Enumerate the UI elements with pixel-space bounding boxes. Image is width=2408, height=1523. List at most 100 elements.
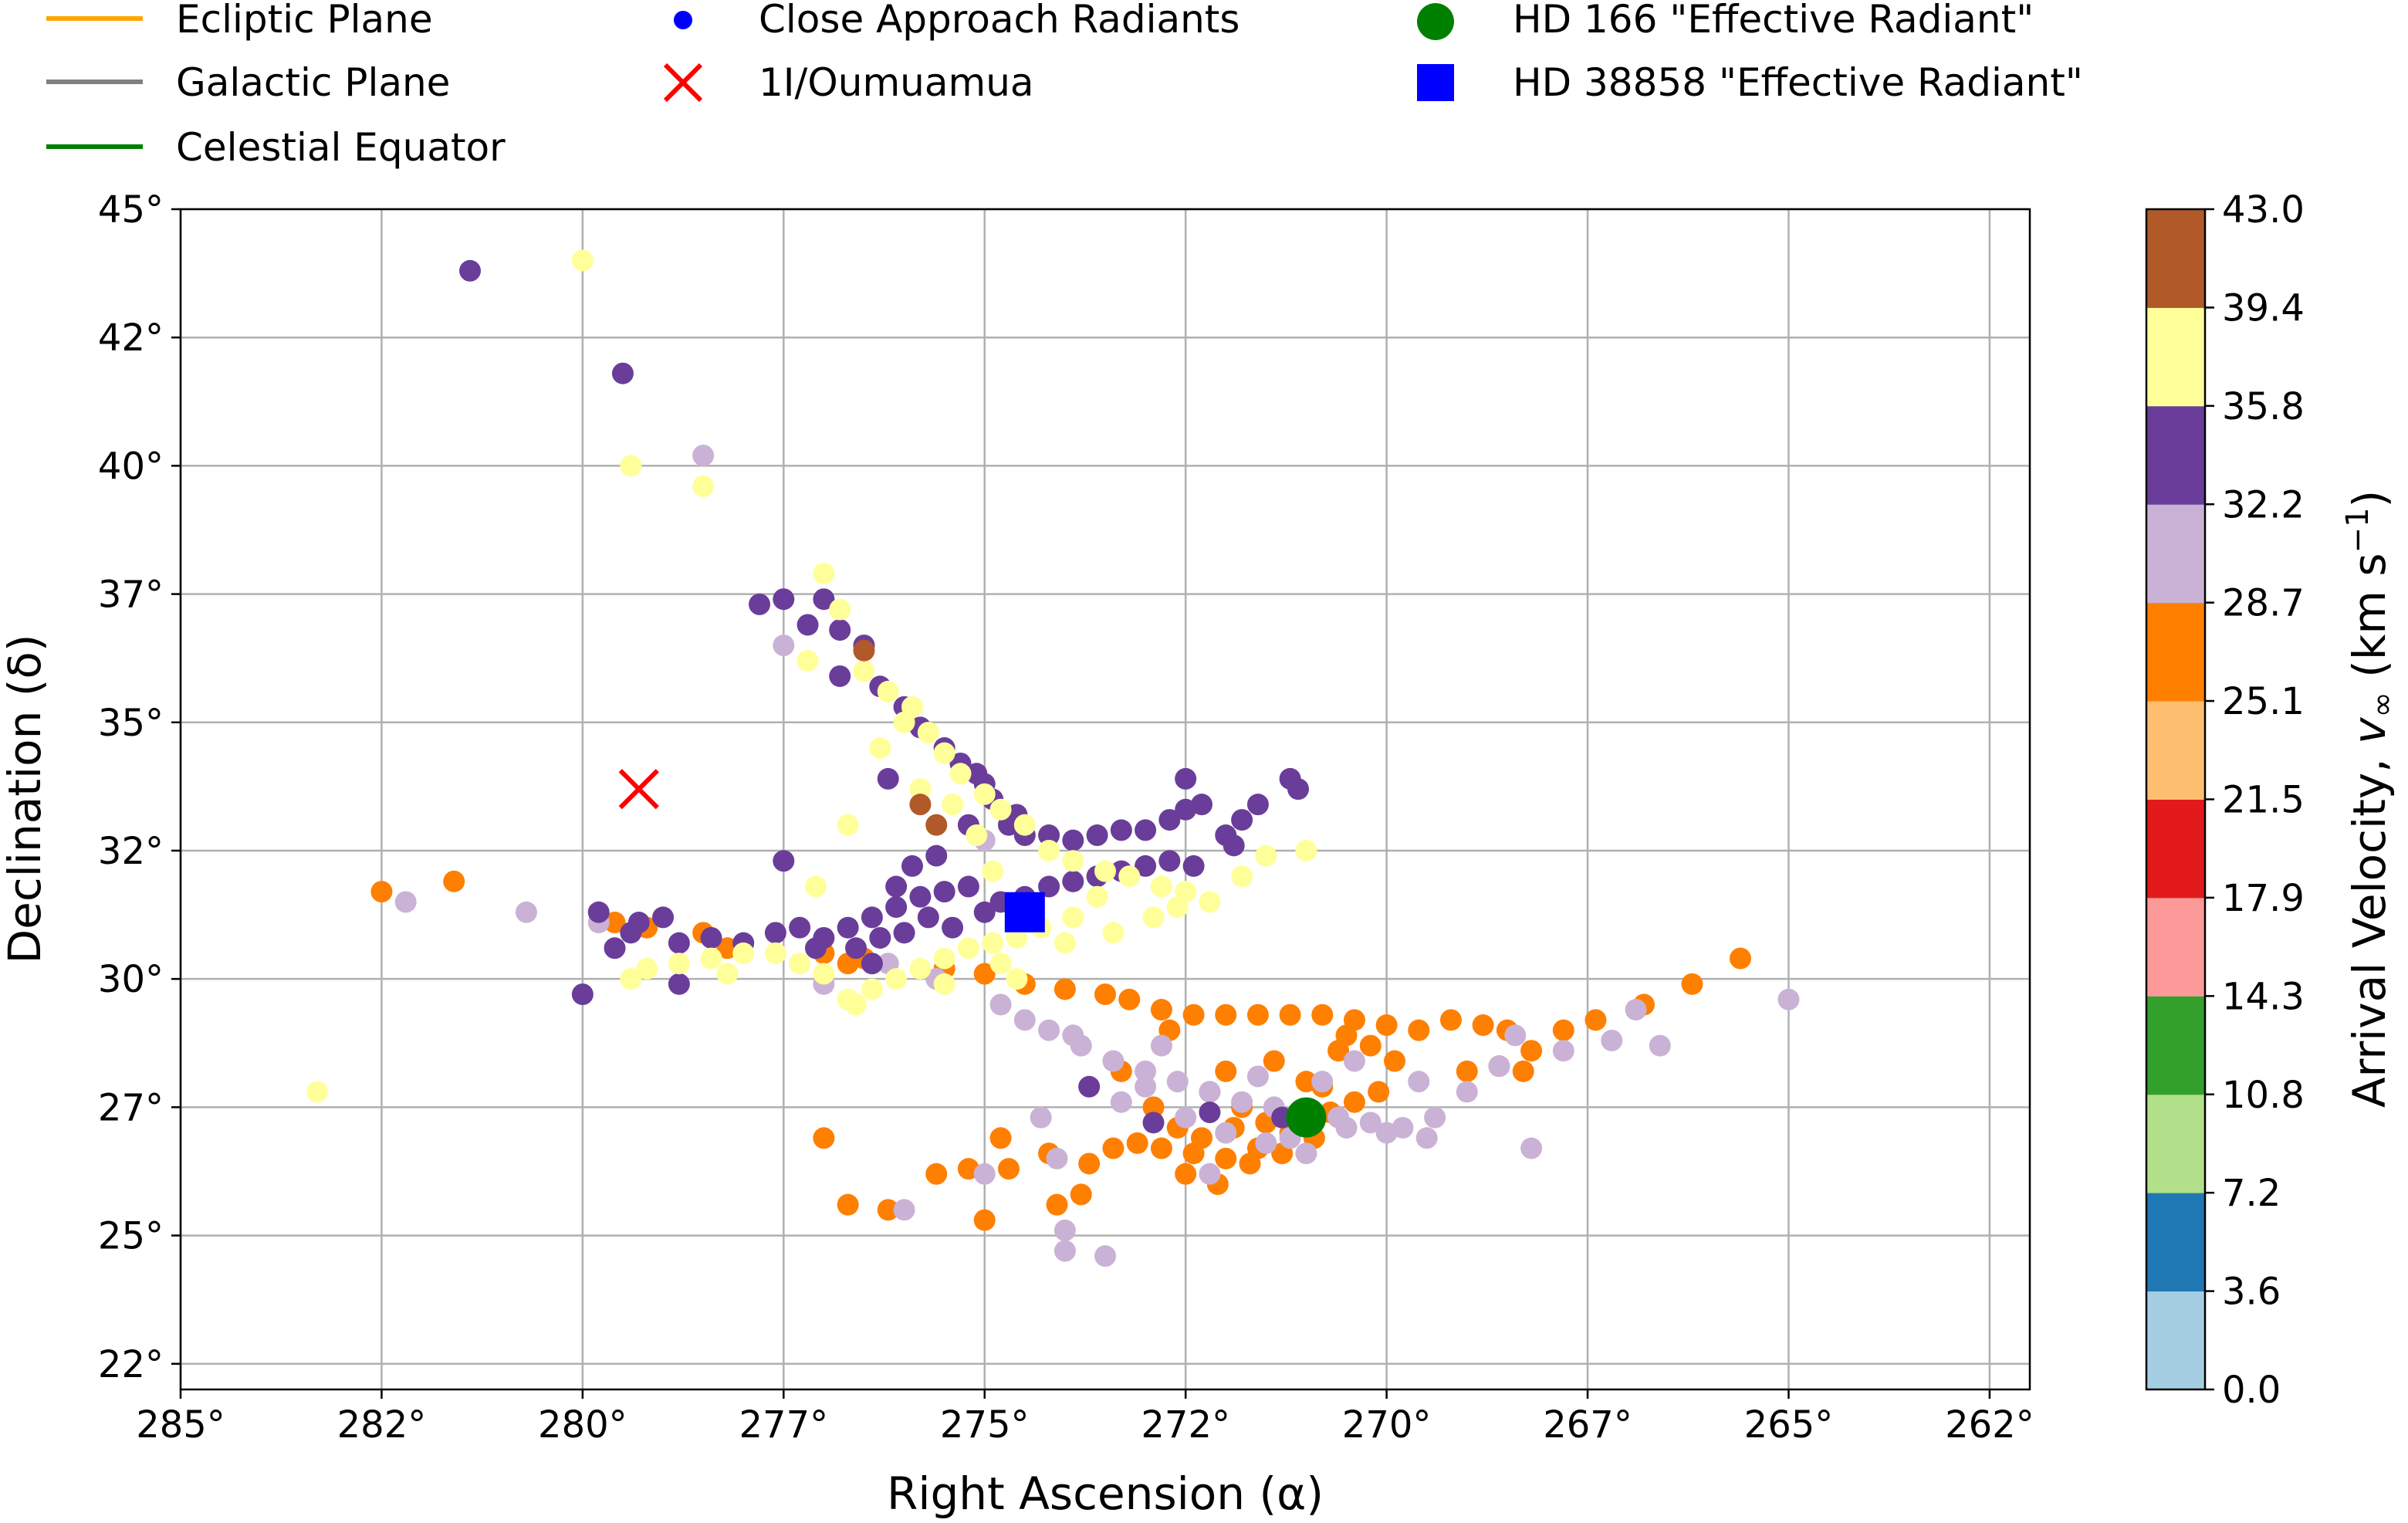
scatter-point <box>1175 1106 1197 1129</box>
scatter-point <box>1150 1034 1172 1057</box>
scatter-point <box>885 896 908 919</box>
x-tick-label: 280° <box>538 1403 627 1447</box>
scatter-point <box>1166 1071 1189 1093</box>
scatter-point <box>957 937 979 959</box>
colorbar-tick-label: 14.3 <box>2222 975 2305 1018</box>
scatter-point <box>1231 809 1253 831</box>
colorbar-label-close: ) <box>2343 490 2396 508</box>
scatter-point <box>1584 1009 1607 1031</box>
scatter-point <box>1384 1050 1406 1072</box>
colorbar-tick-label: 10.8 <box>2222 1074 2305 1117</box>
scatter-point <box>1135 1075 1157 1098</box>
scatter-point <box>1086 885 1108 908</box>
scatter-point <box>1006 968 1028 990</box>
scatter-point <box>804 937 827 959</box>
scatter-point <box>989 953 1012 975</box>
legend-label-ecliptic-plane: Ecliptic Plane <box>176 0 433 42</box>
scatter-point <box>1681 973 1703 995</box>
scatter-point <box>716 963 739 985</box>
scatter-point <box>1311 1003 1334 1026</box>
scatter-point <box>796 614 819 636</box>
scatter-point <box>1552 1019 1574 1041</box>
scatter-point <box>773 588 795 611</box>
y-tick-label: 32° <box>98 830 164 873</box>
scatter-point <box>1295 1071 1317 1093</box>
scatter-point <box>1415 1127 1438 1149</box>
scatter-point <box>909 885 932 908</box>
scatter-point <box>1150 875 1172 898</box>
scatter-point <box>1135 1060 1157 1082</box>
legend-label-galactic-plane: Galactic Plane <box>176 60 450 105</box>
scatter-point <box>813 1127 835 1149</box>
scatter-point <box>1158 809 1181 831</box>
scatter-point <box>1078 1152 1101 1175</box>
scatter-point <box>789 953 811 975</box>
scatter-point <box>1191 794 1213 816</box>
scatter-point <box>813 588 835 611</box>
scatter-point <box>1054 1219 1076 1241</box>
plot-frame <box>179 208 2031 1391</box>
x-tick-label: 272° <box>1141 1403 1230 1447</box>
scatter-point <box>1118 988 1141 1010</box>
scatter-point <box>1006 926 1028 949</box>
y-tick-label: 42° <box>98 316 164 360</box>
scatter-point <box>1062 906 1084 929</box>
scatter-point <box>1246 794 1269 816</box>
scatter-point <box>933 742 955 764</box>
scatter-point <box>1054 932 1076 954</box>
scatter-point <box>620 968 642 990</box>
scatter-points <box>306 249 1800 1267</box>
plot-background <box>181 209 2030 1389</box>
x-tick-label: 282° <box>337 1403 427 1447</box>
colorbar-tick-label: 43.0 <box>2222 188 2305 232</box>
colorbar-segment <box>2146 897 2205 997</box>
y-tick-label: 45° <box>98 188 164 232</box>
scatter-point <box>796 650 819 672</box>
scatter-point <box>1215 1147 1237 1169</box>
scatter-point <box>1175 767 1197 790</box>
scatter-point <box>306 1081 329 1103</box>
scatter-point <box>700 926 722 949</box>
legend-label-celestial-equator: Celestial Equator <box>176 125 506 170</box>
scatter-point <box>925 844 948 867</box>
colorbar-label-main: Arrival Velocity, <box>2343 744 2396 1108</box>
scatter-point <box>1311 1071 1334 1093</box>
axis-ticks: 285° 282° 280° 277° 275° 272° 270° 267° 265° 262°… <box>98 188 2034 1447</box>
legend-entry-celestial-equator: Celestial Equator <box>46 125 506 170</box>
scatter-point <box>1424 1106 1446 1129</box>
scatter-point <box>749 593 771 615</box>
scatter-point <box>764 922 786 944</box>
scatter-point <box>1223 834 1245 857</box>
scatter-point <box>917 906 939 929</box>
y-tick-label: 25° <box>98 1215 164 1258</box>
x-tick-label: 277° <box>739 1403 828 1447</box>
scatter-point <box>1295 839 1317 861</box>
scatter-point <box>1054 978 1076 1000</box>
scatter-point <box>973 1209 996 1231</box>
colorbar-label-v: v <box>2343 716 2396 744</box>
scatter-point <box>829 619 851 641</box>
special-markers <box>618 769 1327 1138</box>
scatter-point <box>700 947 722 970</box>
scatter-point <box>652 906 675 929</box>
scatter-point <box>1649 1034 1671 1057</box>
scatter-point <box>837 916 859 939</box>
scatter-point <box>1013 814 1036 836</box>
colorbar-segment <box>2146 405 2205 505</box>
colorbar-segment <box>2146 209 2205 308</box>
colorbar-tick-label: 21.5 <box>2222 779 2305 822</box>
scatter-point <box>732 942 755 964</box>
scatter-point <box>1166 896 1189 919</box>
scatter-point <box>1038 839 1060 861</box>
scatter-point <box>636 957 658 980</box>
y-tick-label: 40° <box>98 445 164 488</box>
scatter-point <box>861 953 883 975</box>
scatter-point <box>1408 1019 1430 1041</box>
scatter-point <box>1408 1071 1430 1093</box>
scatter-point <box>1086 824 1108 847</box>
scatter-point <box>973 783 996 805</box>
scatter-point <box>997 1158 1020 1180</box>
scatter-point <box>1038 824 1060 847</box>
scatter-point <box>1552 1040 1574 1062</box>
